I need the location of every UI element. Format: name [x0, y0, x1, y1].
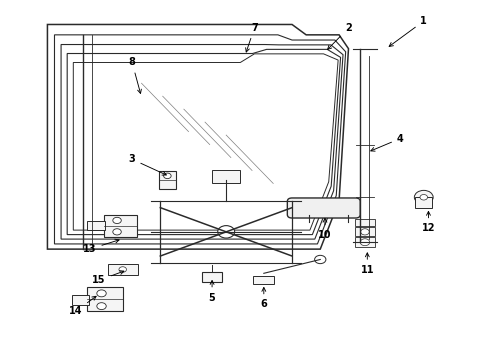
- Text: 2: 2: [328, 23, 352, 49]
- Circle shape: [97, 303, 106, 310]
- Text: 7: 7: [245, 23, 258, 52]
- Text: 5: 5: [209, 280, 216, 302]
- Circle shape: [360, 239, 369, 246]
- Text: 10: 10: [318, 219, 332, 240]
- Circle shape: [361, 229, 369, 235]
- Circle shape: [113, 229, 122, 235]
- FancyBboxPatch shape: [355, 228, 375, 236]
- FancyBboxPatch shape: [104, 215, 137, 237]
- Text: 13: 13: [83, 239, 119, 254]
- Text: 14: 14: [69, 296, 96, 316]
- Circle shape: [218, 226, 235, 238]
- Text: 1: 1: [389, 16, 427, 46]
- Text: 15: 15: [93, 271, 124, 285]
- FancyBboxPatch shape: [159, 171, 176, 189]
- FancyBboxPatch shape: [416, 197, 432, 208]
- Text: 3: 3: [129, 154, 166, 175]
- FancyBboxPatch shape: [73, 296, 89, 305]
- Circle shape: [164, 173, 171, 179]
- FancyBboxPatch shape: [202, 271, 222, 282]
- Text: 12: 12: [422, 211, 435, 233]
- Circle shape: [420, 194, 427, 200]
- Text: 8: 8: [129, 58, 142, 93]
- Circle shape: [97, 290, 106, 297]
- FancyBboxPatch shape: [87, 221, 105, 230]
- Circle shape: [315, 255, 326, 264]
- FancyBboxPatch shape: [287, 198, 360, 218]
- Text: 4: 4: [371, 134, 404, 151]
- Circle shape: [119, 267, 126, 272]
- FancyBboxPatch shape: [355, 219, 375, 226]
- FancyBboxPatch shape: [108, 264, 138, 275]
- Circle shape: [415, 190, 433, 204]
- FancyBboxPatch shape: [355, 237, 375, 247]
- FancyBboxPatch shape: [87, 287, 122, 311]
- Text: 6: 6: [261, 288, 267, 309]
- Text: 11: 11: [361, 253, 374, 275]
- FancyBboxPatch shape: [253, 276, 274, 284]
- Circle shape: [113, 217, 122, 224]
- FancyBboxPatch shape: [212, 170, 240, 184]
